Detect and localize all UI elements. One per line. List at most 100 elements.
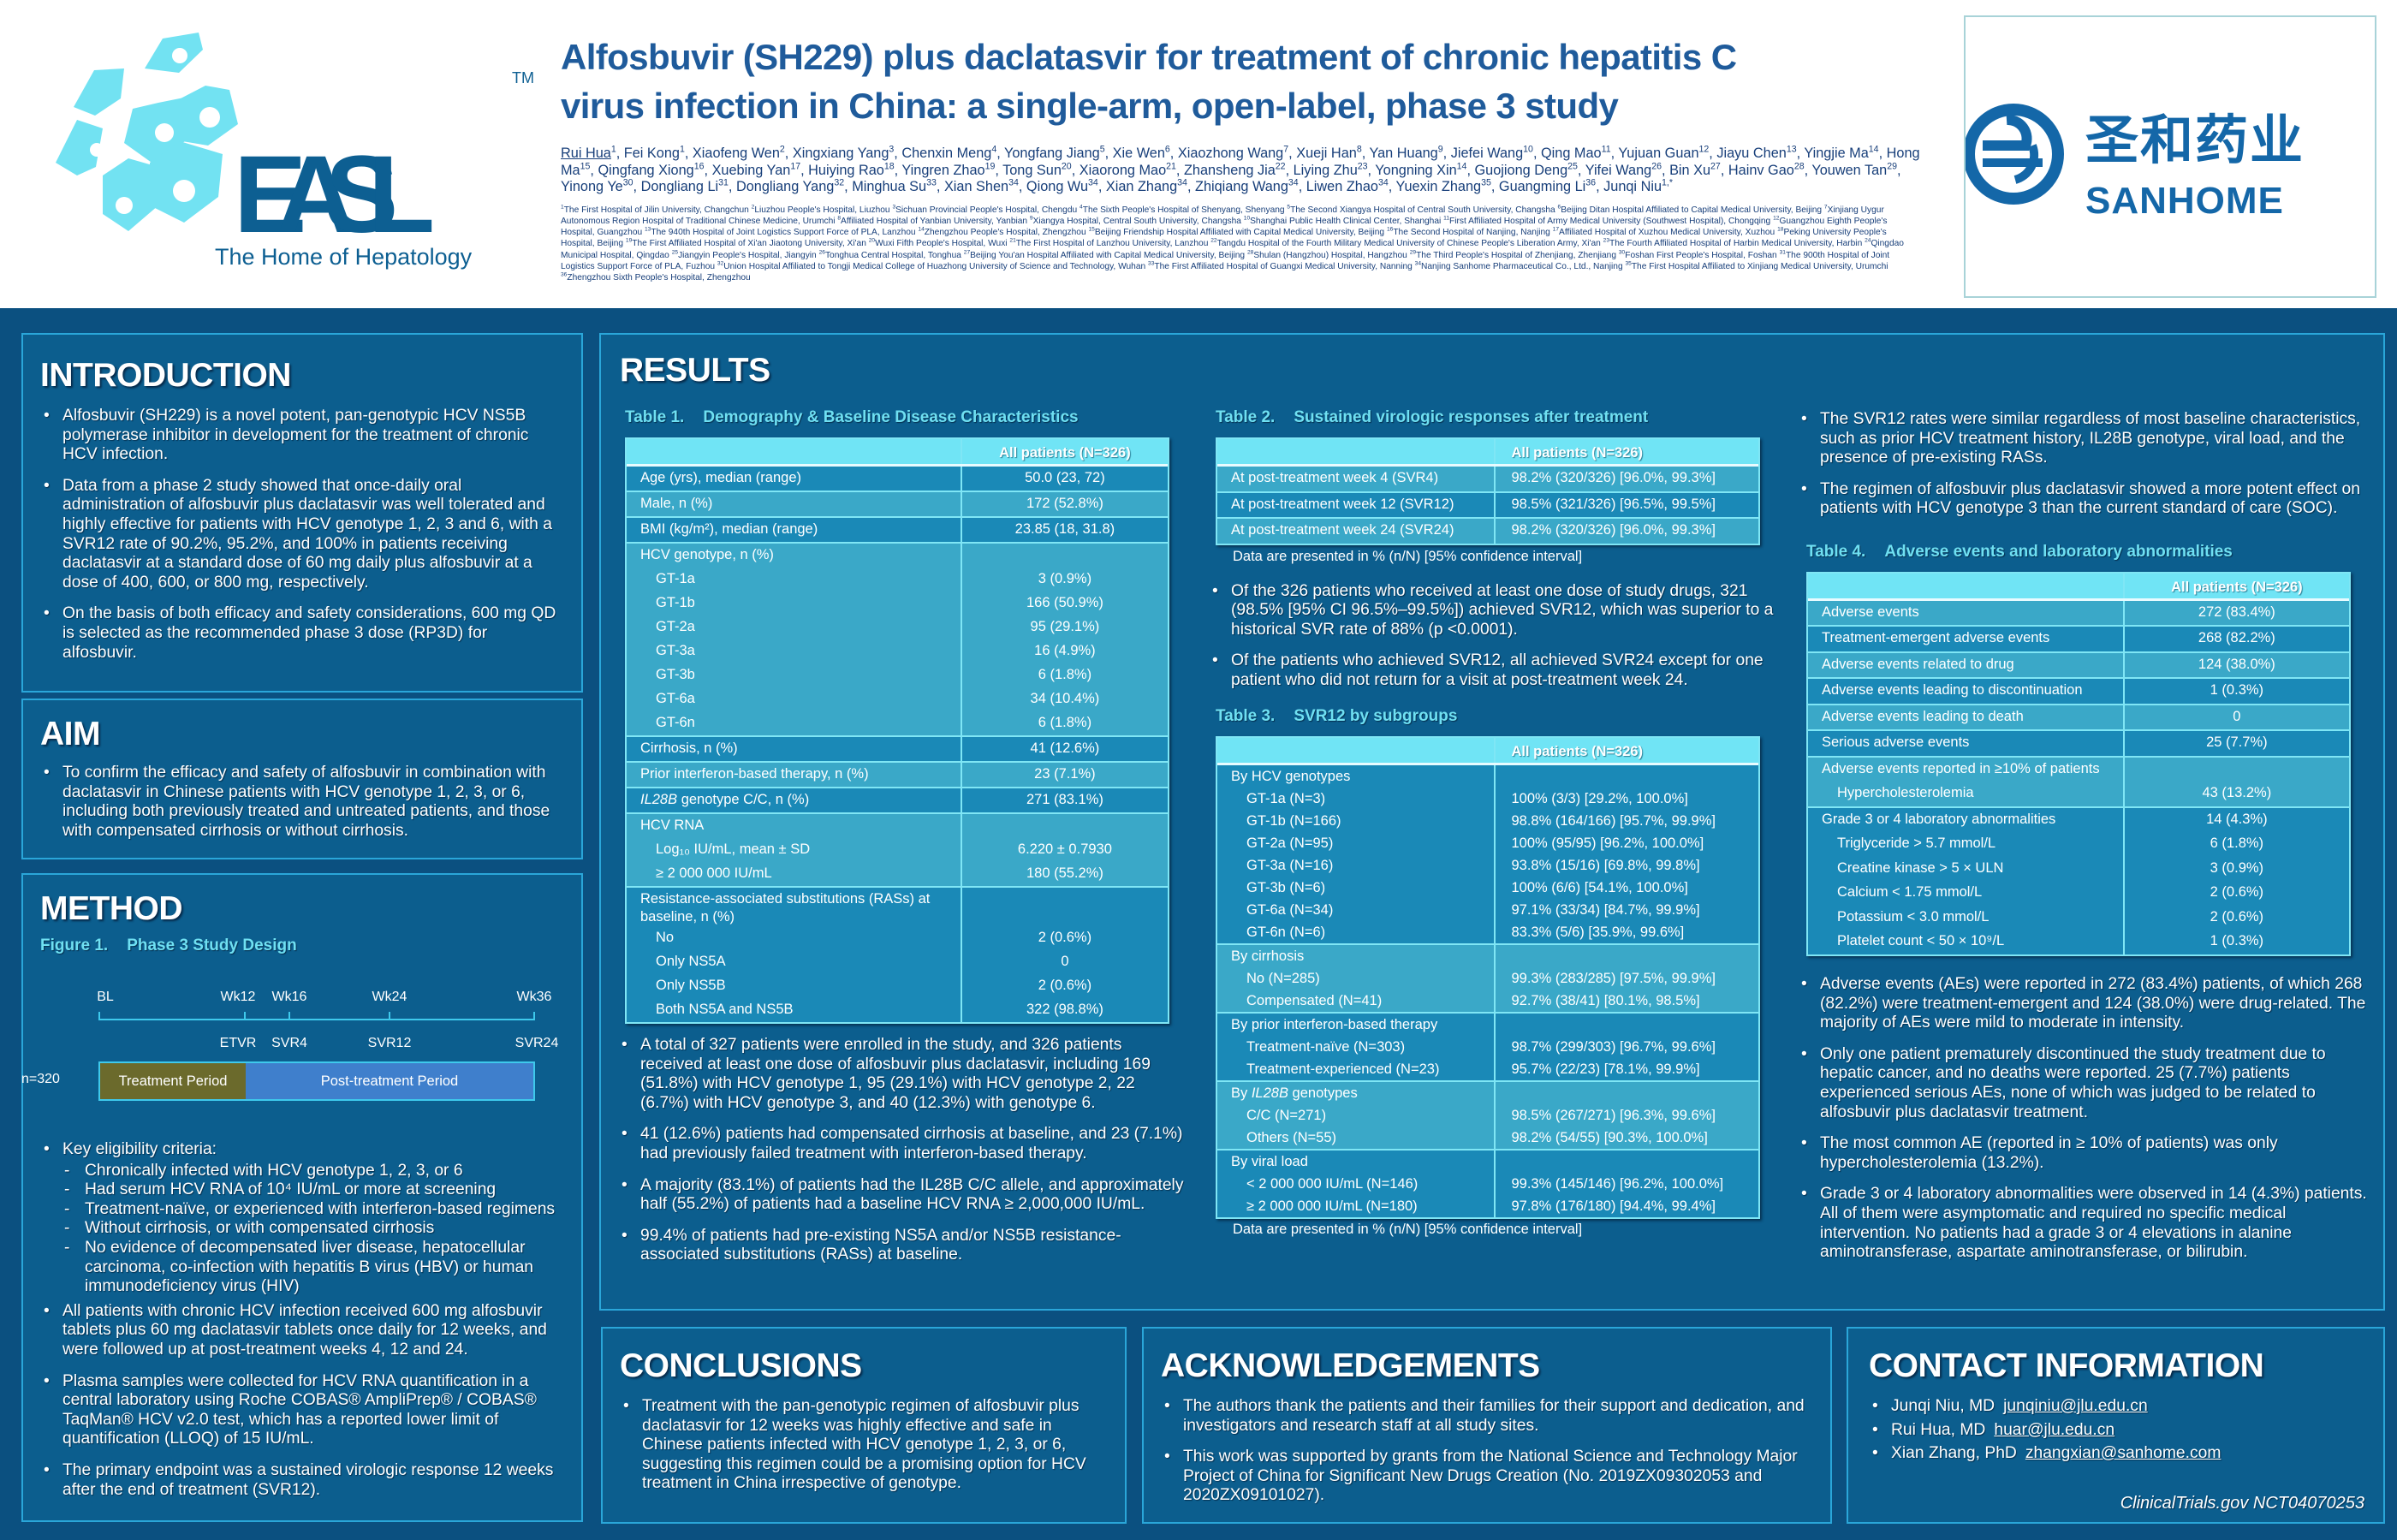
bullet-item: The authors thank the patients and their… xyxy=(1161,1397,1811,1436)
row-label-text: Treatment-emergent adverse events xyxy=(1822,630,2050,646)
row-value: 99.3% (145/146) [96.2%, 100.0%] xyxy=(1511,1176,1724,1192)
timeline-label-bl: BL xyxy=(97,990,114,1004)
timeline-label-svr24: SVR24 xyxy=(514,1036,559,1050)
author-name: Zhiqiang Wang xyxy=(1195,179,1288,194)
method-bullets: Key eligibility criteria: Chronically in… xyxy=(40,1140,571,1297)
results-panel: RESULTS Table 1. Demography & Baseline Di… xyxy=(599,333,2385,1311)
table-number: Table 2. xyxy=(1216,408,1276,426)
author-name: Xian Shen xyxy=(943,179,1009,194)
row-label: GT-2a xyxy=(627,615,962,639)
header-blank-cell xyxy=(1808,573,2125,598)
table-group-title-row: HCV genotype, n (%) xyxy=(627,544,1168,568)
author-name: Jiefei Wang xyxy=(1450,146,1524,161)
table-row: Potassium < 3.0 mmol/L 2 (0.6%) xyxy=(1808,905,2349,931)
row-value: 41 (12.6%) xyxy=(1030,740,1100,756)
row-value: 6.220 ± 0.7930 xyxy=(1017,841,1112,857)
affiliation-text: The First Affiliated Hospital of Xi'an J… xyxy=(632,239,866,249)
table-row-group: Adverse events leading to death 0 xyxy=(1808,705,2349,732)
row-value: 6 (1.8%) xyxy=(1038,715,1092,730)
affiliation-text: Beijing Ditan Hospital Affiliated to Cap… xyxy=(1561,205,1823,215)
method-heading: METHOD xyxy=(40,890,183,927)
author-name: Dongliang Yang xyxy=(735,179,835,194)
row-label: IL28B genotype C/C, n (%) xyxy=(627,788,962,812)
introduction-heading: INTRODUCTION xyxy=(40,357,291,394)
row-label-text: GT-2a xyxy=(656,619,695,634)
table-row: Log₁₀ IU/mL, mean ± SD 6.220 ± 0.7930 xyxy=(627,838,1168,862)
row-value: 3 (0.9%) xyxy=(1038,571,1092,586)
row-value: 98.7% (299/303) [96.7%, 99.6%] xyxy=(1511,1039,1716,1055)
row-label: Prior interferon-based therapy, n (%) xyxy=(627,763,962,787)
row-label-text: GT-3a xyxy=(656,643,695,658)
row-value xyxy=(2125,758,2349,782)
author-name: Xingxiang Yang xyxy=(792,146,889,161)
row-value: 166 (50.9%) xyxy=(1026,595,1103,610)
row-value: 97.8% (176/180) [94.4%, 99.4%] xyxy=(1511,1198,1716,1215)
affiliation-text: Shulan (Hangzhou) Hospital, Hangzhou xyxy=(1253,250,1407,260)
table-row-group: HCV RNA Log₁₀ IU/mL, mean ± SD 6.220 ± 0.7… xyxy=(627,814,1168,888)
affiliation-marker: 34 xyxy=(1377,177,1389,188)
row-label-text: Only NS5A xyxy=(656,954,726,969)
table-title: Demography & Baseline Disease Characteri… xyxy=(703,408,1079,426)
table-number: Table 4. xyxy=(1806,542,1866,561)
affiliation-text: Liuzhou People's Hospital, Liuzhou xyxy=(754,205,890,215)
row-label-text: No (N=285) xyxy=(1246,971,1320,987)
table-row: GT-3b (N=6) 100% (6/6) [54.1%, 100.0%] xyxy=(1217,877,1758,900)
row-label: ≥ 2 000 000 IU/mL (N=180) xyxy=(1217,1195,1496,1218)
affiliation-text: Tonghua Central Hospital, Tonghua xyxy=(824,250,961,260)
affiliation-number: 20 xyxy=(868,238,876,244)
row-label-text: GT-3b xyxy=(656,667,695,682)
row-label: ≥ 2 000 000 IU/mL xyxy=(627,862,962,886)
row-value: 2 (0.6%) xyxy=(1038,930,1092,945)
row-label-text: Compensated (N=41) xyxy=(1246,993,1383,1009)
contact-list: Junqi Niu, MD junqiniu@jlu.edu.cn Rui Hua… xyxy=(1869,1397,2364,1464)
bullet-item: Without cirrhosis, or with compensated c… xyxy=(62,1219,571,1239)
row-label: No xyxy=(627,926,962,950)
author-name: Qing Mao xyxy=(1541,146,1602,161)
timeline-tick xyxy=(389,1012,390,1020)
row-label: < 2 000 000 IU/mL (N=146) xyxy=(1217,1173,1496,1196)
svr-bullets: Of the 326 patients who received at leas… xyxy=(1209,582,1778,703)
author-name: Yingjie Ma xyxy=(1804,146,1869,161)
row-label: By cirrhosis xyxy=(1217,945,1496,968)
affiliation-text: Beijing Friendship Hospital Affiliated w… xyxy=(1094,228,1385,238)
row-value: 25 (7.7%) xyxy=(2206,734,2268,751)
affiliation-number: 13 xyxy=(645,226,651,233)
bullet-item: The most common AE (reported in ≥ 10% of… xyxy=(1798,1134,2370,1173)
affiliation-number: 2 xyxy=(751,204,755,211)
row-value: 98.2% (320/326) [96.0%, 99.3%] xyxy=(1511,470,1716,485)
title-block: Alfosbuvir (SH229) plus daclatasvir for … xyxy=(561,33,1930,284)
table-row: Only NS5A 0 xyxy=(627,950,1168,974)
affiliation-text: Beijing You'an Hospital Affiliated with … xyxy=(970,250,1246,260)
affiliation-marker: 21 xyxy=(1166,161,1176,172)
affiliation-number: 8 xyxy=(837,215,842,222)
affiliation-list: 1The First Hospital of Jilin University,… xyxy=(561,204,1922,284)
table-group-title-row: By prior interferon-based therapy xyxy=(1217,1014,1758,1037)
timeline-label-wk12: Wk12 xyxy=(220,990,256,1004)
row-value xyxy=(962,888,1168,926)
row-value: 0 xyxy=(2233,708,2241,724)
contact-email-link[interactable]: huar@jlu.edu.cn xyxy=(1994,1420,2115,1439)
row-label: Only NS5B xyxy=(627,974,962,998)
affiliation-number: 1 xyxy=(561,204,564,211)
table-row: Platelet count < 50 × 10⁹/L 1 (0.3%) xyxy=(1808,930,2349,954)
row-label: Triglyceride > 5.7 mmol/L xyxy=(1808,832,2125,857)
row-label: Both NS5A and NS5B xyxy=(627,998,962,1022)
row-label: Calcium < 1.75 mmol/L xyxy=(1808,881,2125,906)
contact-email-link[interactable]: junqiniu@jlu.edu.cn xyxy=(2003,1397,2148,1415)
contact-email-link[interactable]: zhangxian@sanhome.com xyxy=(2025,1444,2222,1463)
row-value: 124 (38.0%) xyxy=(2198,656,2275,672)
header-blank-cell xyxy=(627,439,962,464)
contact-name: Rui Hua, MD xyxy=(1891,1420,1986,1439)
author-name: Guojiong Deng xyxy=(1474,162,1568,178)
affiliation-text: Xiangya Hospital, Central South Universi… xyxy=(1032,216,1241,226)
title-line-2: virus infection in China: a single-arm, … xyxy=(561,86,1619,126)
column-header: All patients (N=326) xyxy=(1511,744,1644,760)
row-label: GT-6a (N=34) xyxy=(1217,899,1496,922)
row-value: 83.3% (5/6) [35.9%, 99.6%] xyxy=(1511,925,1685,941)
group-title: Grade 3 or 4 laboratory abnormalities xyxy=(1822,811,2056,827)
affiliation-number: 36 xyxy=(561,271,568,278)
row-label-text: C/C (N=271) xyxy=(1246,1108,1327,1124)
timeline-label-svr4: SVR4 xyxy=(271,1036,307,1050)
row-value: 43 (13.2%) xyxy=(2202,785,2272,801)
author-name: Xiaofeng Wen xyxy=(692,146,780,161)
